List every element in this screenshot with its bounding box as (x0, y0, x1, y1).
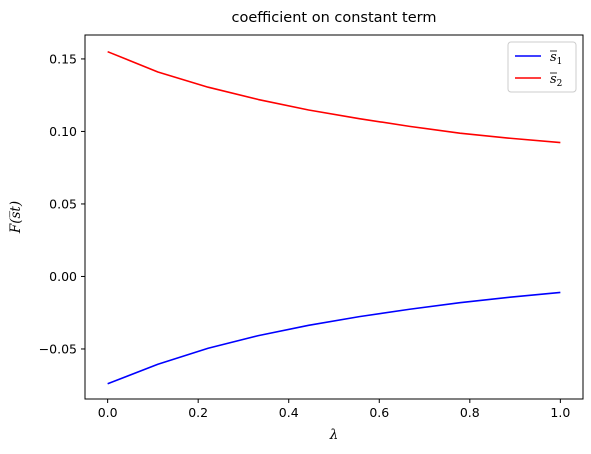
x-tick-label: 0.0 (98, 405, 118, 420)
x-tick-label: 1.0 (550, 405, 570, 420)
y-tick-label: 0.10 (49, 124, 77, 139)
legend-box (507, 41, 577, 93)
x-tick-label: 0.6 (369, 405, 389, 420)
series-line-1 (107, 291, 561, 385)
x-axis: 0.0 0.2 0.4 0.6 0.8 1.0 (98, 399, 570, 420)
legend-label-1: s1 (550, 50, 562, 67)
series-line-2 (107, 50, 561, 144)
y-axis-label: F(s̅t) (8, 201, 24, 234)
plot-layer (107, 50, 561, 385)
y-tick-label: 0.05 (49, 196, 77, 211)
plot-frame (84, 34, 584, 400)
x-axis-label: λ (329, 427, 339, 443)
y-tick-label: 0.00 (49, 269, 77, 284)
y-tick-label: −0.05 (39, 341, 77, 356)
chart-title: coefficient on constant term (232, 10, 437, 26)
x-tick-label: 0.8 (460, 405, 480, 420)
y-axis: −0.05 0.00 0.05 0.10 0.15 (39, 51, 85, 356)
x-tick-label: 0.4 (279, 405, 299, 420)
legend-label-2: s2 (550, 72, 562, 89)
y-tick-label: 0.15 (49, 51, 77, 66)
x-tick-label: 0.2 (188, 405, 208, 420)
